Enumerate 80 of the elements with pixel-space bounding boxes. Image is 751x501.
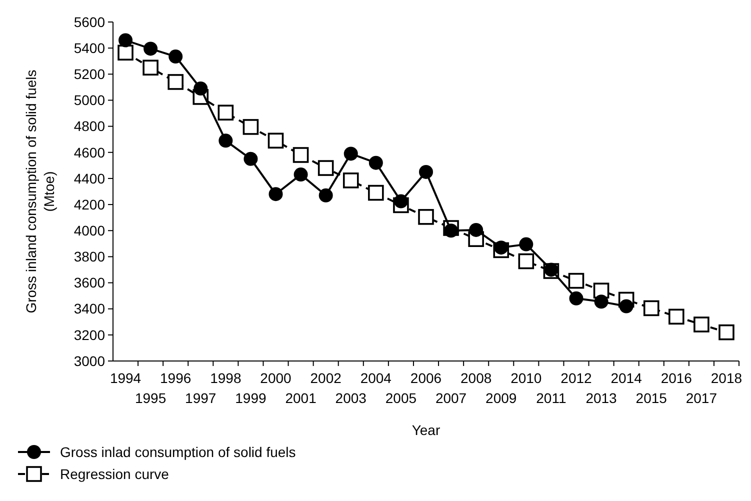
point [668, 308, 684, 325]
y-tick-label: 3000 [74, 352, 106, 369]
point [318, 160, 334, 176]
x-tick-label: 2003 [335, 390, 367, 406]
y-tick-label: 3600 [74, 274, 106, 291]
x-tick-label: 1995 [134, 390, 166, 406]
point [419, 164, 433, 179]
point [469, 222, 484, 237]
point [643, 300, 660, 316]
point [368, 184, 384, 201]
y-tick-label: 5000 [74, 92, 106, 108]
x-tick-label: 2005 [385, 390, 417, 406]
point [519, 237, 534, 252]
point [594, 294, 608, 309]
point [619, 299, 634, 314]
x-tick-label: 2014 [610, 370, 642, 386]
x-tick-label: 2001 [285, 390, 317, 406]
legend-label: Regression curve [60, 466, 170, 482]
point [394, 194, 408, 208]
point [344, 146, 358, 161]
y-tick-label: 4800 [74, 118, 106, 134]
point [268, 132, 284, 149]
y-tick-label: 3800 [74, 248, 106, 265]
point [368, 156, 383, 170]
x-tick-label: 2011 [536, 390, 566, 406]
x-tick-label: 1999 [235, 390, 266, 406]
x-tick-label: 2008 [460, 370, 492, 386]
x-axis-title: Year [412, 422, 440, 438]
point [168, 74, 184, 90]
point [242, 119, 259, 135]
point [569, 291, 584, 306]
y-tick-label: 4000 [74, 222, 106, 239]
y-tick-label: 3200 [74, 326, 106, 343]
legend-label: Gross inlad consumption of solid fuels [60, 444, 296, 460]
point [142, 60, 158, 76]
x-tick-label: 2007 [435, 390, 467, 406]
point [694, 316, 710, 332]
x-tick-label: 2000 [260, 370, 292, 386]
y-axis-title: Gross inland consumption of solid fuels (Mtoe) [23, 70, 57, 314]
y-tick-label: 5400 [74, 40, 106, 56]
y-tick-label: 4600 [74, 144, 106, 160]
x-tick-label: 2002 [310, 370, 342, 386]
y-tick-label: 5200 [74, 66, 106, 82]
point [318, 188, 333, 202]
point [268, 187, 283, 202]
point [168, 50, 183, 64]
x-tick-label: 1998 [210, 370, 242, 386]
point [444, 224, 458, 238]
point [218, 104, 234, 121]
x-tick-label: 2004 [360, 370, 392, 386]
x-tick-label: 2006 [410, 370, 442, 386]
x-tick-label: 2016 [660, 370, 692, 386]
point [494, 240, 508, 255]
point [118, 33, 133, 48]
point [144, 42, 158, 56]
point [342, 172, 359, 188]
y-tick-label: 3400 [74, 300, 106, 317]
x-tick-label: 1994 [110, 370, 142, 386]
y-tick-label: 5600 [74, 14, 106, 30]
point [718, 324, 734, 340]
x-tick-label: 2012 [560, 370, 592, 386]
x-tick-label: 1997 [185, 390, 216, 406]
point [244, 152, 258, 166]
point [292, 147, 309, 163]
point [218, 134, 233, 148]
x-tick-label: 2018 [710, 370, 742, 386]
x-tick-label: 1996 [160, 370, 192, 386]
point [194, 81, 208, 96]
point [418, 209, 434, 225]
x-tick-label: 2009 [486, 390, 517, 406]
x-tick-label: 2017 [686, 390, 718, 406]
x-tick-label: 2010 [510, 370, 542, 386]
point [294, 168, 308, 182]
y-tick-label: 4400 [74, 170, 106, 186]
x-tick-label: 2015 [636, 390, 668, 406]
y-tick-label: 4200 [74, 196, 106, 212]
point [568, 272, 584, 289]
point [118, 44, 134, 61]
point [518, 253, 534, 270]
x-tick-label: 2013 [586, 390, 618, 406]
